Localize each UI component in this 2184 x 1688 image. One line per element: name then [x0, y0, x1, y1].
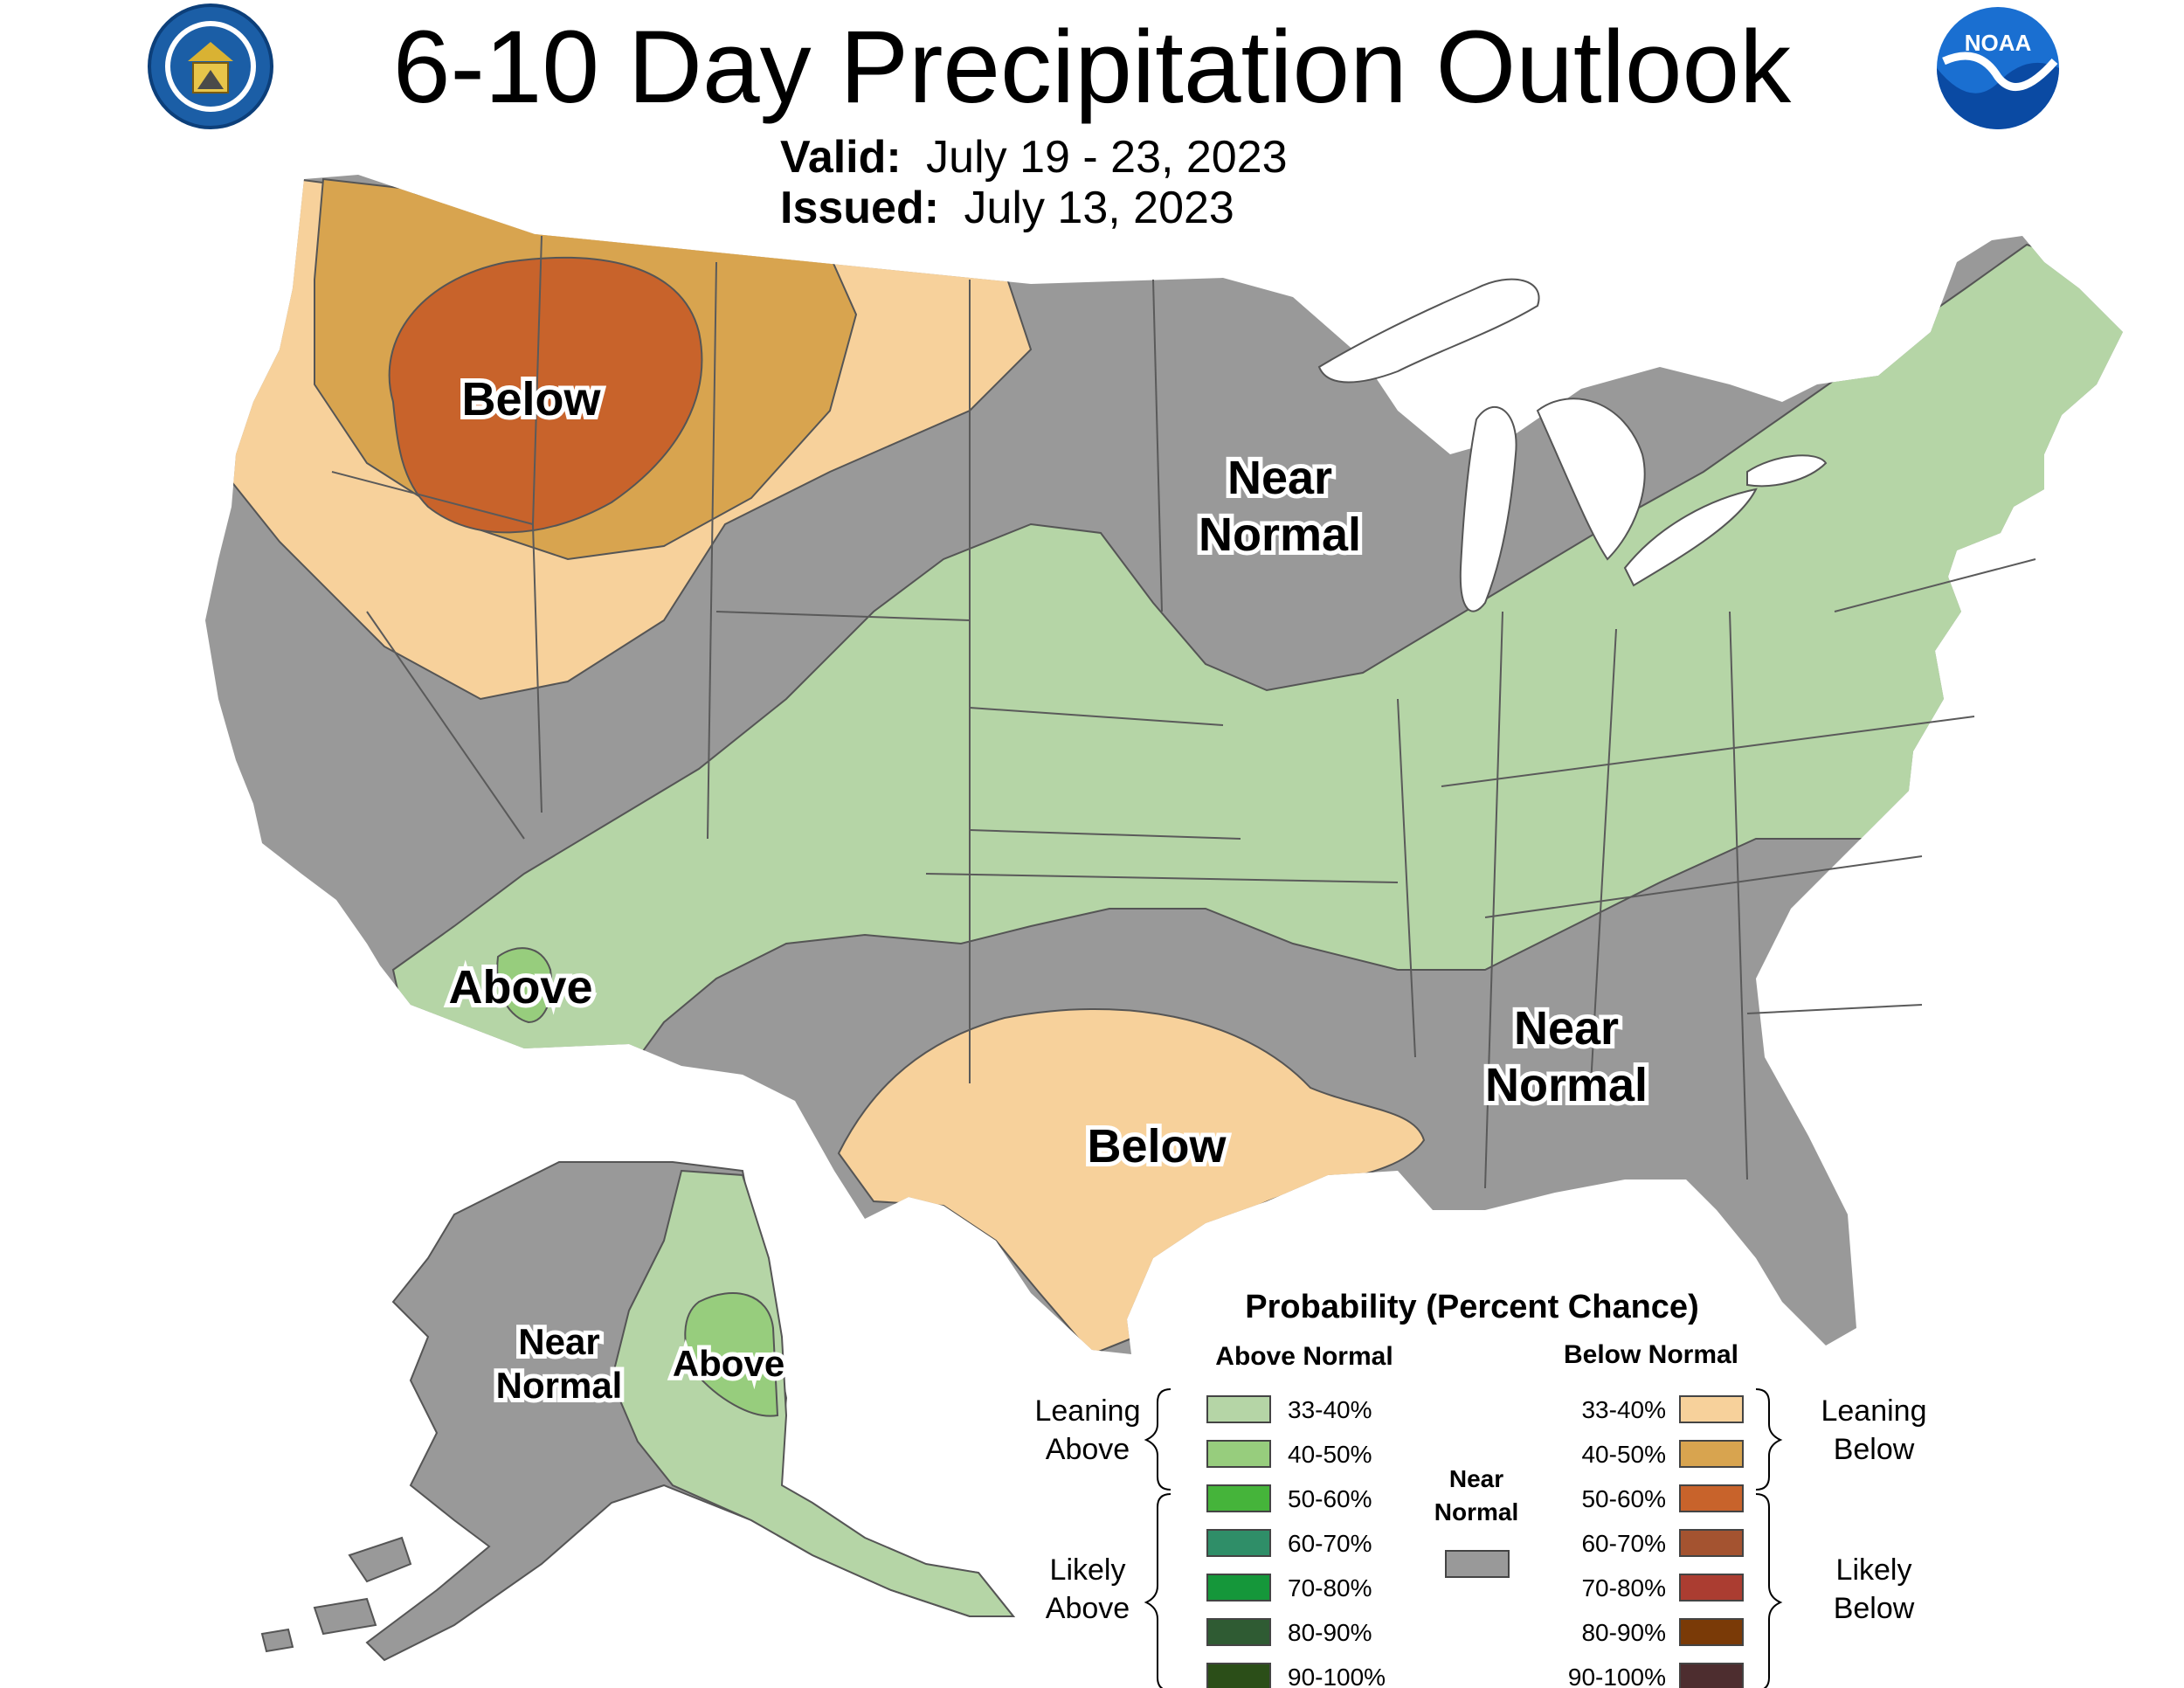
legend-below-rows: 33-40% 40-50% 50-60% 60-70% 70-80% 80-90% 90-1…	[1568, 1395, 1744, 1688]
se-near-normal-label-1: Near	[1514, 1002, 1619, 1055]
map-title: 6-10 Day Precipitation Outlook	[392, 10, 1792, 125]
leaning-below-label-1: Leaning	[1821, 1394, 1926, 1428]
legend-below-swatch-0	[1679, 1395, 1744, 1423]
legend-below-swatch-6	[1679, 1663, 1744, 1688]
noaa-logo-text: NOAA	[1965, 30, 2032, 56]
legend-below-label-6: 90-100%	[1568, 1664, 1666, 1688]
state-boundaries	[331, 235, 2036, 1189]
legend-above-label-2: 50-60%	[1288, 1485, 1372, 1512]
legend-below-label-3: 60-70%	[1581, 1530, 1666, 1557]
tx-below-label: Below	[1087, 1120, 1227, 1173]
legend-above-label-6: 90-100%	[1288, 1664, 1386, 1688]
legend-above-swatch-1	[1206, 1440, 1271, 1468]
legend-above-swatch-0	[1206, 1395, 1271, 1423]
legend-above-swatch-3	[1206, 1529, 1271, 1557]
nw-below-50-60-area	[388, 256, 703, 534]
ak-near-normal-label-1: Near	[518, 1321, 599, 1362]
legend-below-label-2: 50-60%	[1581, 1485, 1666, 1512]
central-near-normal-label-2: Normal	[1199, 508, 1361, 561]
legend: Probability (Percent Chance) Above Norma…	[1034, 1289, 1927, 1688]
legend-above-rows: 33-40% 40-50% 50-60% 60-70% 70-80% 80-90% 90-1…	[1206, 1395, 1386, 1688]
issued-value: July 13, 2023	[964, 183, 1234, 233]
likely-above-label-2: Above	[1046, 1592, 1130, 1625]
noaa-logo: NOAA	[1937, 7, 2059, 129]
legend-above-label-1: 40-50%	[1288, 1441, 1372, 1468]
legend-above-label-5: 80-90%	[1288, 1619, 1372, 1646]
sw-above-label: Above	[448, 961, 592, 1013]
legend-braces	[1144, 1388, 1783, 1688]
near-normal-label-2: Normal	[1434, 1498, 1518, 1525]
leaning-above-label-1: Leaning	[1034, 1394, 1140, 1428]
nw-below-label: Below	[461, 373, 601, 425]
likely-below-label-1: Likely	[1836, 1553, 1912, 1587]
valid-value: July 19 - 23, 2023	[926, 132, 1288, 183]
legend-above-label-3: 60-70%	[1288, 1530, 1372, 1557]
leaning-above-band	[391, 243, 2123, 1093]
legend-below-label-4: 70-80%	[1581, 1574, 1666, 1602]
commerce-seal-logo	[148, 3, 273, 129]
issued-date: Issued: July 13, 2023	[780, 182, 1234, 234]
legend-below-swatch-4	[1679, 1574, 1744, 1602]
se-near-normal-label-2: Normal	[1485, 1059, 1648, 1111]
valid-dates: Valid: July 19 - 23, 2023	[780, 131, 1288, 183]
legend-above-label-4: 70-80%	[1288, 1574, 1372, 1602]
alaska-above-40-50-area	[684, 1292, 779, 1417]
leaning-below-label-2: Below	[1834, 1433, 1915, 1466]
legend-below-swatch-1	[1679, 1440, 1744, 1468]
legend-below-label-0: 33-40%	[1581, 1396, 1666, 1423]
valid-label: Valid:	[780, 132, 902, 183]
legend-above-swatch-2	[1206, 1484, 1271, 1512]
likely-below-label-2: Below	[1834, 1592, 1915, 1625]
near-normal-swatch	[1445, 1550, 1510, 1578]
legend-below-swatch-2	[1679, 1484, 1744, 1512]
ak-near-normal-label-2: Normal	[496, 1365, 623, 1406]
legend-below-swatch-5	[1679, 1618, 1744, 1646]
legend-above-swatch-6	[1206, 1663, 1271, 1688]
legend-below-label-1: 40-50%	[1581, 1441, 1666, 1468]
legend-above-swatch-5	[1206, 1618, 1271, 1646]
ak-above-label: Above	[673, 1343, 784, 1384]
likely-above-label-1: Likely	[1050, 1553, 1126, 1587]
legend-below-swatch-3	[1679, 1529, 1744, 1557]
central-near-normal-label-1: Near	[1227, 452, 1332, 504]
legend-title: Probability (Percent Chance)	[1245, 1289, 1698, 1325]
legend-below-header: Below Normal	[1564, 1340, 1738, 1369]
legend-above-swatch-4	[1206, 1574, 1271, 1602]
leaning-above-label-2: Above	[1046, 1433, 1130, 1466]
issued-label: Issued:	[780, 183, 940, 233]
legend-below-label-5: 80-90%	[1581, 1619, 1666, 1646]
legend-above-label-0: 33-40%	[1288, 1396, 1372, 1423]
great-lakes	[1317, 278, 1828, 612]
legend-above-header: Above Normal	[1215, 1342, 1393, 1371]
az-above-40-50-area	[496, 947, 553, 1024]
near-normal-label-1: Near	[1449, 1465, 1503, 1492]
alaska-leaning-above-area	[610, 1169, 1016, 1617]
alaska-map	[260, 1161, 1016, 1662]
